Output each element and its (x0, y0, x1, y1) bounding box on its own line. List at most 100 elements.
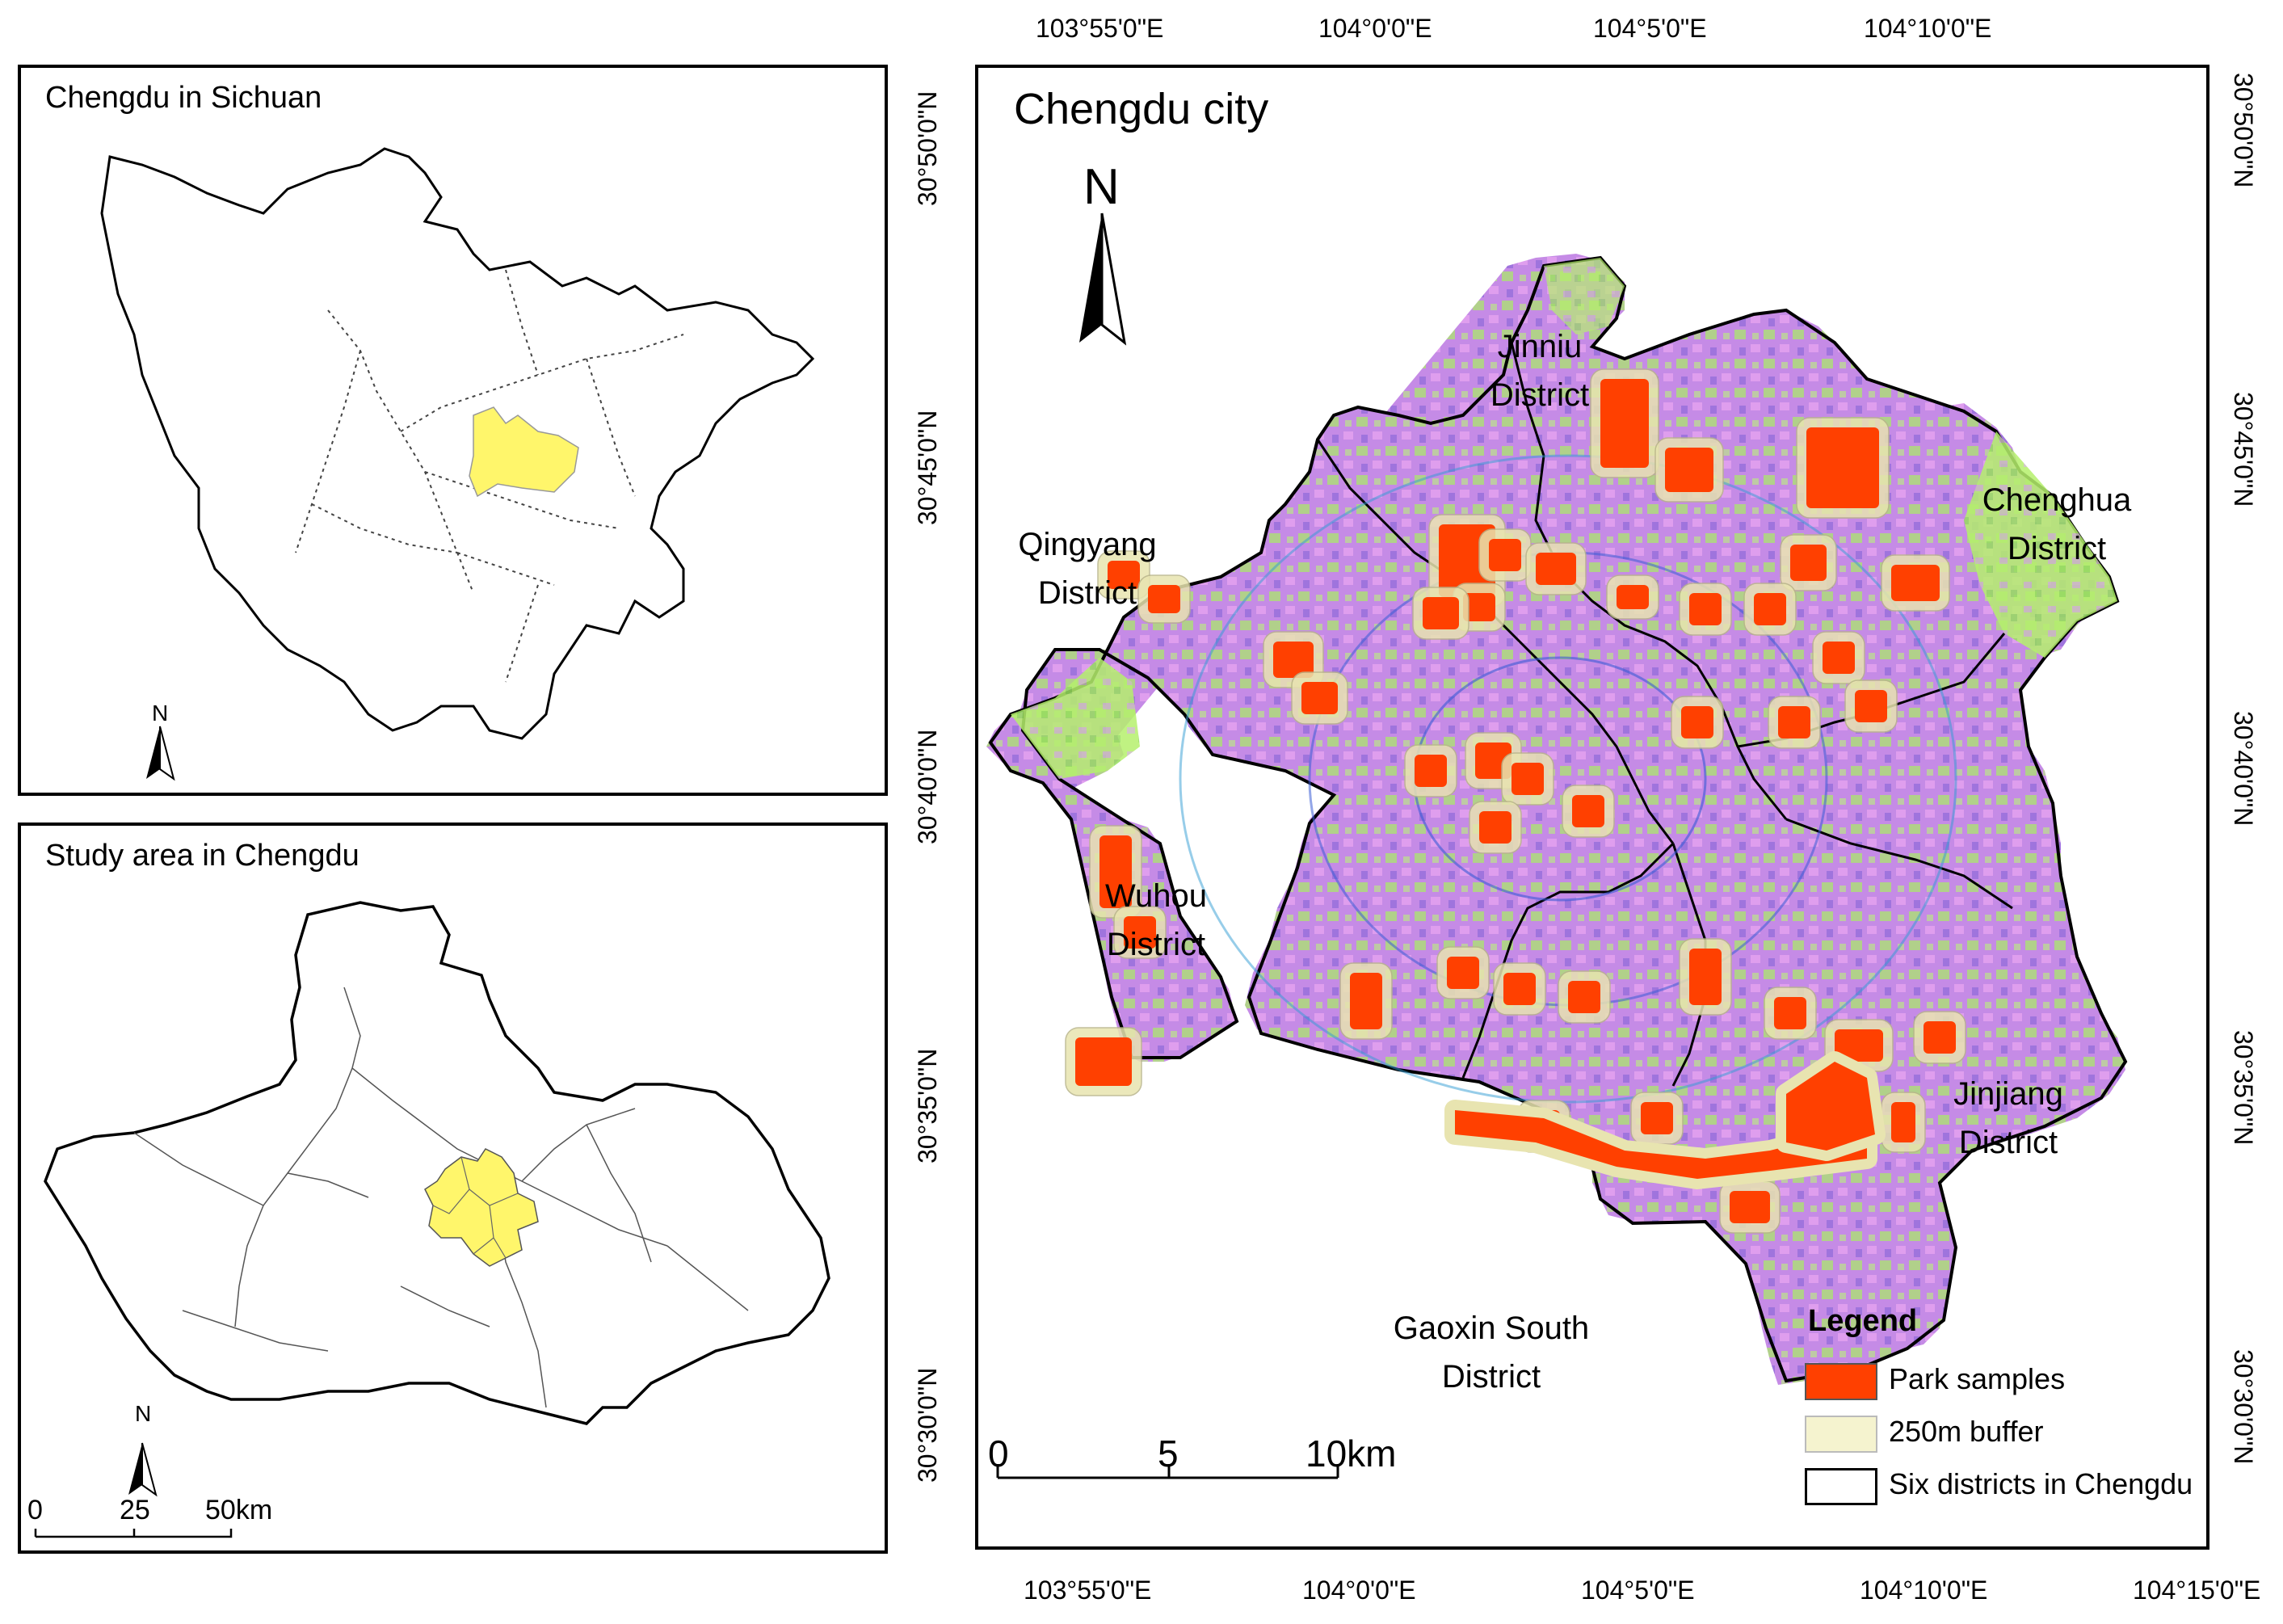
chengdu-region-map (34, 901, 830, 1538)
inset-chengdu-scale-bar (34, 1529, 233, 1538)
bottom-tick-4: 104°10'0"E (1860, 1576, 1988, 1605)
sichuan-map (100, 147, 815, 781)
left-tick-5: 30°30'0"N (913, 1367, 942, 1483)
sichuan-outline (100, 147, 815, 740)
park-sample (1681, 706, 1713, 738)
legend-swatch-buffer (1805, 1416, 1877, 1453)
inset-sichuan-title: Chengdu in Sichuan (45, 81, 322, 115)
chengdu-region-outline (44, 901, 830, 1425)
park-sample (1463, 593, 1495, 621)
main-north-label: N (1083, 159, 1120, 215)
park-sample (1075, 1037, 1132, 1086)
park-sample (1617, 585, 1649, 609)
park-sample (1489, 539, 1521, 571)
right-tick-4: 30°35'0"N (2229, 1030, 2258, 1146)
district-label-chenghua-line2: District (2007, 531, 2107, 566)
legend-label-districts: Six districts in Chengdu (1889, 1467, 2193, 1500)
ring-road-outer (1179, 454, 1957, 1104)
top-tick-3: 104°5'0"E (1593, 14, 1707, 43)
main-scale-10: 10km (1305, 1433, 1397, 1475)
inset-sichuan-north-label: N (152, 701, 169, 726)
district-label-wuhou-line2: District (1106, 927, 1206, 962)
park-sample (1536, 553, 1576, 585)
chengdu-city-map (986, 212, 2128, 1479)
park-sample (1891, 1102, 1915, 1142)
top-tick-1: 103°55'0"E (1036, 14, 1164, 43)
park-sample (1665, 448, 1713, 492)
park-sample (1108, 561, 1140, 589)
right-tick-1: 30°50'0"N (2229, 73, 2258, 188)
main-map-title: Chengdu city (1014, 85, 1269, 133)
park-sample (1778, 706, 1810, 738)
inset-chengdu-scale-50: 50km (205, 1495, 273, 1525)
left-tick-3: 30°40'0"N (913, 729, 942, 844)
green-zone-east (1964, 431, 2117, 658)
park-sample (1754, 593, 1786, 625)
top-tick-2: 104°0'0"E (1318, 14, 1432, 43)
main-scale-5: 5 (1158, 1433, 1179, 1475)
park-sample (1774, 997, 1806, 1029)
district-label-jinniu-line2: District (1490, 377, 1590, 413)
left-tick-4: 30°35'0"N (913, 1048, 942, 1163)
park-sample (1099, 835, 1132, 908)
park-sample (1641, 1102, 1673, 1134)
main-scale-0: 0 (988, 1433, 1009, 1475)
park-sample (1572, 795, 1604, 827)
district-label-jinniu: Jinniu District (1443, 322, 1637, 419)
district-label-jinniu-line1: Jinniu (1497, 329, 1583, 364)
green-zone-west (1011, 658, 1140, 779)
park-sample (1835, 1029, 1883, 1062)
district-label-qingyang-line2: District (1037, 575, 1137, 611)
park-sample (1415, 755, 1447, 787)
park-sample (1600, 379, 1649, 468)
legend-label-buffer: 250m buffer (1889, 1415, 2044, 1448)
bottom-tick-1: 103°55'0"E (1024, 1576, 1152, 1605)
main-north-arrow-outline-icon (1100, 212, 1127, 346)
park-sample (1689, 593, 1722, 625)
inset-chengdu-scale-0: 0 (27, 1495, 43, 1525)
legend-label-park: Park samples (1889, 1362, 2066, 1395)
main-north-arrow-icon (1079, 213, 1102, 343)
left-tick-1: 30°50'0"N (913, 90, 942, 206)
inset-sichuan-north-arrow-outline-icon (159, 726, 175, 781)
inset-sichuan-north-arrow-icon (146, 726, 160, 779)
park-sample (1479, 811, 1511, 844)
district-label-qingyang-line1: Qingyang (1018, 527, 1157, 562)
park-sample-strip (1786, 1062, 1875, 1151)
main-scale-bar (996, 1464, 1339, 1479)
district-label-jinjiang-line2: District (1958, 1125, 2058, 1160)
right-tick-5: 30°30'0"N (2229, 1349, 2258, 1465)
park-sample (1511, 763, 1544, 795)
park-sample (1148, 585, 1180, 613)
park-sample (1447, 957, 1479, 989)
left-tick-2: 30°45'0"N (913, 410, 942, 525)
inset-chengdu-panel: Study area in Chengdu N 0 25 50km (18, 823, 888, 1554)
park-sample (1689, 949, 1722, 1005)
park-sample (1806, 427, 1879, 508)
park-sample (1823, 642, 1855, 674)
district-label-gaoxin-line1: Gaoxin South (1393, 1311, 1590, 1346)
district-label-chenghua: Chenghua District (1948, 476, 2166, 573)
legend-swatch-districts (1805, 1468, 1877, 1505)
main-map-panel: Chengdu city (975, 65, 2209, 1550)
inset-chengdu-north-arrow-icon (128, 1443, 142, 1495)
park-sample (1790, 545, 1827, 581)
chengdu-highlight (469, 406, 579, 498)
right-tick-3: 30°40'0"N (2229, 711, 2258, 827)
right-tick-2: 30°45'0"N (2229, 392, 2258, 507)
inset-chengdu-scale-25: 25 (120, 1495, 150, 1525)
park-sample-strip (1455, 1110, 1867, 1179)
district-label-chenghua-line1: Chenghua (1982, 482, 2132, 518)
inset-chengdu-north-label: N (135, 1401, 152, 1426)
legend-title: Legend (1808, 1304, 1918, 1338)
district-label-gaoxin-line2: District (1441, 1359, 1541, 1395)
park-sample (1423, 597, 1459, 629)
bottom-tick-5: 104°15'0"E (2133, 1576, 2261, 1605)
park-sample (1350, 973, 1382, 1029)
district-label-jinjiang-line1: Jinjiang (1953, 1076, 2063, 1112)
study-area-highlight (424, 1148, 539, 1267)
district-label-wuhou-line1: Wuhou (1104, 878, 1207, 914)
district-label-wuhou: Wuhou District (1067, 872, 1245, 969)
park-sample (1891, 565, 1940, 601)
sichuan-internal-boundaries (295, 269, 684, 683)
